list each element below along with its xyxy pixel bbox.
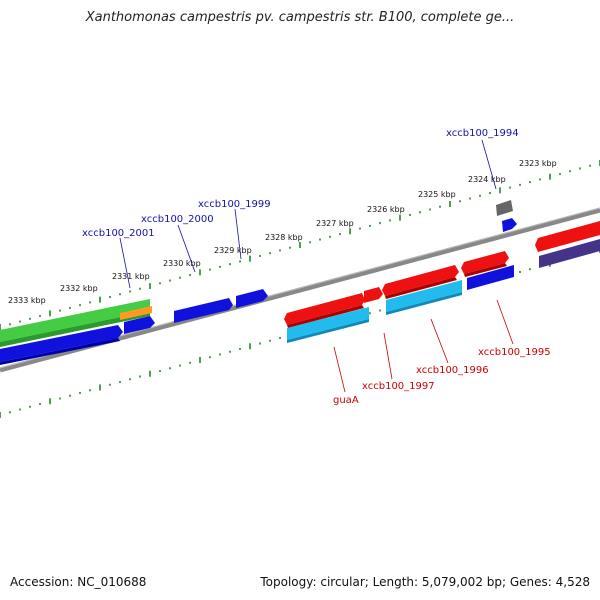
gene-feature-guaA[interactable] bbox=[284, 293, 365, 325]
scale-label: 2327 kbp bbox=[316, 219, 354, 228]
scale-label: 2333 kbp bbox=[8, 296, 46, 305]
gene-feature-purple[interactable] bbox=[539, 239, 600, 268]
scale-labels: 2333 kbp 2332 kbp 2331 kbp 2330 kbp 2329… bbox=[8, 159, 557, 305]
gene-feature-cyan-2[interactable] bbox=[386, 280, 462, 312]
gene-feature-rna[interactable] bbox=[120, 306, 152, 320]
gene-shade bbox=[287, 319, 369, 343]
gene-label-xccb100-1994[interactable]: xccb100_1994 bbox=[446, 128, 519, 139]
gene-feature-green-shade bbox=[0, 311, 150, 347]
gene-feature-2000[interactable] bbox=[174, 298, 233, 323]
scale-label: 2331 kbp bbox=[112, 272, 150, 281]
gene-feature-2001[interactable] bbox=[124, 316, 155, 334]
gene-shade bbox=[0, 338, 120, 365]
scale-label: 2324 kbp bbox=[468, 175, 506, 184]
gene-label-xccb100-2001[interactable]: xccb100_2001 bbox=[82, 228, 155, 239]
gene-feature-blue-small[interactable] bbox=[502, 218, 517, 232]
scale-label: 2328 kbp bbox=[265, 233, 303, 242]
gene-label-xccb100-1995[interactable]: xccb100_1995 bbox=[478, 347, 551, 358]
gene-shade bbox=[386, 292, 462, 315]
scale-label: 2325 kbp bbox=[418, 190, 456, 199]
gene-feature-cyan-1[interactable] bbox=[287, 307, 369, 340]
scale-label: 2332 kbp bbox=[60, 284, 98, 293]
gene-feature-1994[interactable] bbox=[496, 200, 513, 216]
gene-shade bbox=[287, 305, 364, 328]
scale-label: 2330 kbp bbox=[163, 259, 201, 268]
scale-ticks-upper bbox=[0, 160, 600, 330]
gene-shade bbox=[385, 277, 457, 299]
gene-feature-1997[interactable] bbox=[364, 287, 383, 303]
scale-label: 2326 kbp bbox=[367, 205, 405, 214]
map-title: Xanthomonas campestris pv. campestris st… bbox=[85, 10, 515, 25]
gene-feature-1999[interactable] bbox=[236, 289, 268, 308]
gene-feature-blue-long[interactable] bbox=[0, 325, 123, 362]
gene-feature-green[interactable] bbox=[0, 299, 150, 342]
genome-summary-text: Topology: circular; Length: 5,079,002 bp… bbox=[260, 575, 590, 589]
gene-label-xccb100-1997[interactable]: xccb100_1997 bbox=[362, 381, 435, 392]
gene-feature-1995[interactable] bbox=[461, 251, 509, 274]
scale-label: 2329 kbp bbox=[214, 246, 252, 255]
gene-labels: xccb100_2001 xccb100_2000 xccb100_1999 x… bbox=[82, 128, 551, 406]
scale-label: 2323 kbp bbox=[519, 159, 557, 168]
lower-features bbox=[0, 239, 600, 365]
gene-feature-blue-2[interactable] bbox=[467, 265, 514, 290]
gene-feature-red-right[interactable] bbox=[535, 221, 600, 252]
gene-label-xccb100-1996[interactable]: xccb100_1996 bbox=[416, 365, 489, 376]
upper-features bbox=[0, 200, 600, 347]
gene-shade bbox=[464, 263, 507, 277]
gene-label-xccb100-1999[interactable]: xccb100_1999 bbox=[198, 199, 271, 210]
gene-feature-1996[interactable] bbox=[382, 265, 459, 296]
label-connectors bbox=[119, 139, 514, 393]
accession-text: Accession: NC_010688 bbox=[10, 575, 147, 589]
gene-label-guaA[interactable]: guaA bbox=[333, 395, 359, 406]
gene-label-xccb100-2000[interactable]: xccb100_2000 bbox=[141, 214, 214, 225]
